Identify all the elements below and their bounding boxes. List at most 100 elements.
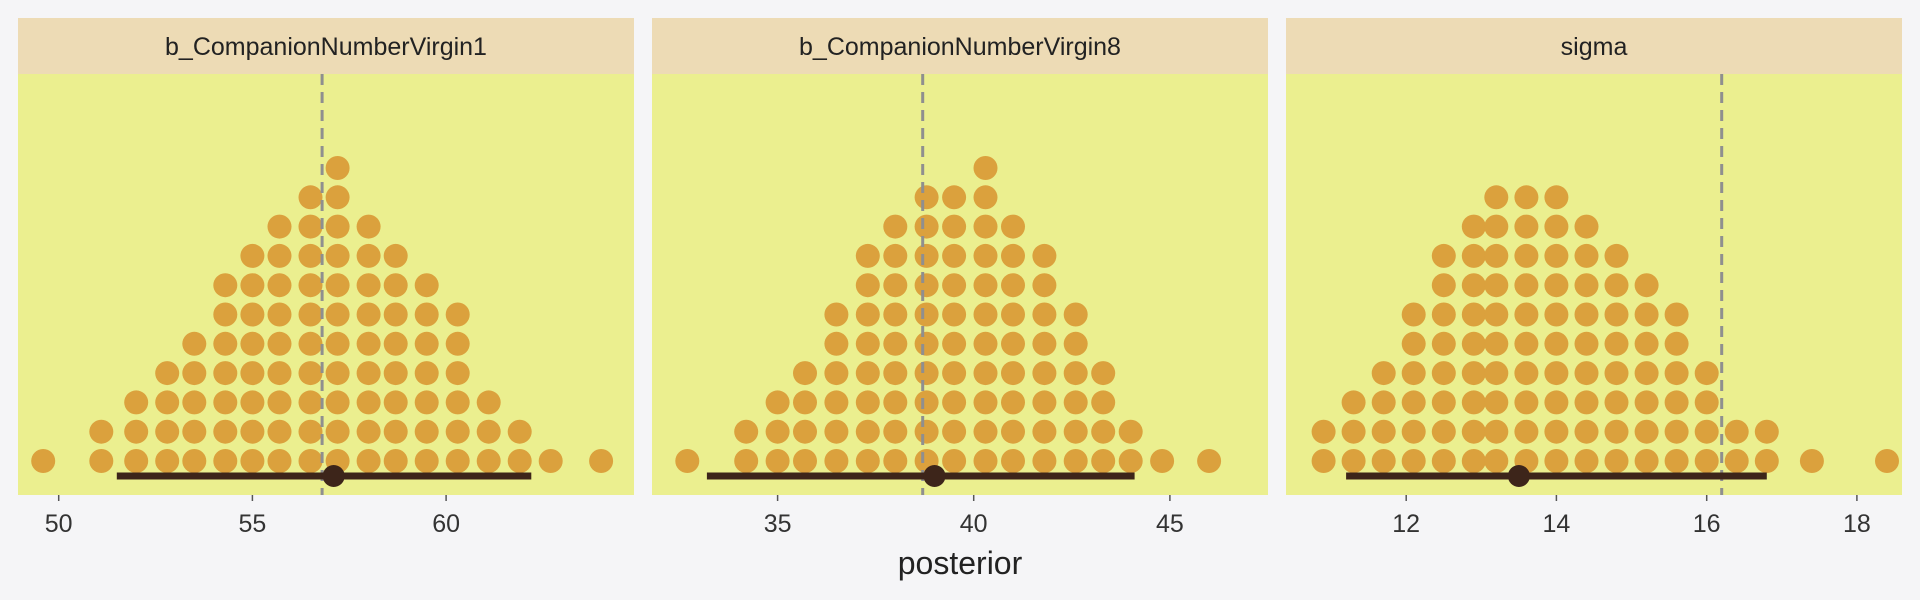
data-dot — [1371, 361, 1396, 386]
data-dot — [445, 331, 470, 356]
data-dot — [734, 419, 759, 444]
data-dot — [1001, 214, 1025, 239]
data-dot — [356, 302, 381, 327]
data-dot — [325, 419, 350, 444]
data-dot — [298, 361, 323, 386]
data-dot — [1799, 449, 1824, 473]
data-dot — [1544, 302, 1569, 327]
data-dot — [1461, 361, 1486, 386]
data-dot — [325, 331, 350, 356]
data-dot — [973, 214, 998, 239]
facet-panel-2: b_CompanionNumberVirgin8 35 40 45 — [652, 18, 1268, 538]
data-dot — [240, 302, 265, 327]
data-dot — [383, 331, 408, 356]
data-dot — [383, 390, 408, 415]
data-dot — [1063, 419, 1088, 444]
data-dot — [883, 214, 908, 239]
data-dot — [445, 449, 470, 473]
data-dot — [1484, 419, 1509, 444]
data-dot — [325, 243, 350, 268]
data-dot — [1063, 449, 1088, 473]
data-dot — [1001, 273, 1025, 298]
data-dot — [973, 243, 998, 268]
data-dot — [1431, 449, 1456, 473]
data-dot — [414, 361, 439, 386]
data-dot — [476, 390, 501, 415]
data-dot — [1118, 419, 1143, 444]
data-dot — [267, 273, 292, 298]
data-dot — [914, 302, 939, 327]
data-dot — [182, 449, 207, 473]
data-dot — [942, 243, 967, 268]
data-dot — [445, 361, 470, 386]
data-dot — [914, 361, 939, 386]
data-dot — [824, 419, 849, 444]
data-dot — [1574, 361, 1599, 386]
data-dot — [1604, 449, 1629, 473]
data-dot — [1001, 419, 1025, 444]
data-dot — [1484, 361, 1509, 386]
data-dot — [824, 449, 849, 473]
data-dot — [1544, 419, 1569, 444]
data-dot — [1431, 390, 1456, 415]
data-dot — [1514, 419, 1539, 444]
point-estimate — [322, 465, 345, 487]
data-dot — [213, 361, 238, 386]
data-dot — [1032, 419, 1057, 444]
data-dot — [155, 449, 180, 473]
data-dot — [1401, 449, 1426, 473]
data-dot — [298, 214, 323, 239]
data-dot — [942, 185, 967, 210]
data-dot — [1001, 302, 1025, 327]
data-dot — [589, 449, 614, 473]
data-dot — [298, 273, 323, 298]
data-dot — [914, 273, 939, 298]
data-dot — [1875, 449, 1899, 473]
facet-strip — [18, 18, 634, 74]
data-dot — [1694, 449, 1719, 473]
data-dot — [914, 243, 939, 268]
data-dot — [942, 390, 967, 415]
data-dot — [356, 331, 381, 356]
data-dot — [1032, 449, 1057, 473]
data-dot — [267, 243, 292, 268]
data-dot — [1574, 419, 1599, 444]
data-dot — [1197, 449, 1222, 473]
data-dot — [1664, 390, 1689, 415]
data-dot — [1574, 302, 1599, 327]
data-dot — [1431, 273, 1456, 298]
data-dot — [1634, 361, 1659, 386]
data-dot — [914, 185, 939, 210]
data-dot — [1431, 243, 1456, 268]
data-dot — [298, 419, 323, 444]
data-dot — [414, 302, 439, 327]
data-dot — [414, 331, 439, 356]
data-dot — [973, 156, 998, 180]
data-dot — [356, 390, 381, 415]
data-dot — [267, 419, 292, 444]
data-dot — [973, 361, 998, 386]
data-dot — [1574, 214, 1599, 239]
data-dot — [1724, 419, 1749, 444]
x-tick-label: 60 — [432, 510, 460, 538]
data-dot — [1484, 214, 1509, 239]
data-dot — [1032, 361, 1057, 386]
data-dot — [973, 390, 998, 415]
data-dot — [1371, 390, 1396, 415]
data-dot — [1574, 243, 1599, 268]
data-dot — [1604, 243, 1629, 268]
data-dot — [1461, 273, 1486, 298]
x-tick-label: 45 — [1156, 510, 1184, 538]
data-dot — [824, 331, 849, 356]
point-estimate — [923, 465, 946, 487]
facet-strip — [1286, 18, 1902, 74]
data-dot — [942, 302, 967, 327]
data-dot — [1484, 390, 1509, 415]
data-dot — [1150, 449, 1175, 473]
data-dot — [383, 361, 408, 386]
dot-stack-group — [1311, 185, 1899, 473]
data-dot — [325, 185, 350, 210]
data-dot — [675, 449, 700, 473]
data-dot — [973, 185, 998, 210]
